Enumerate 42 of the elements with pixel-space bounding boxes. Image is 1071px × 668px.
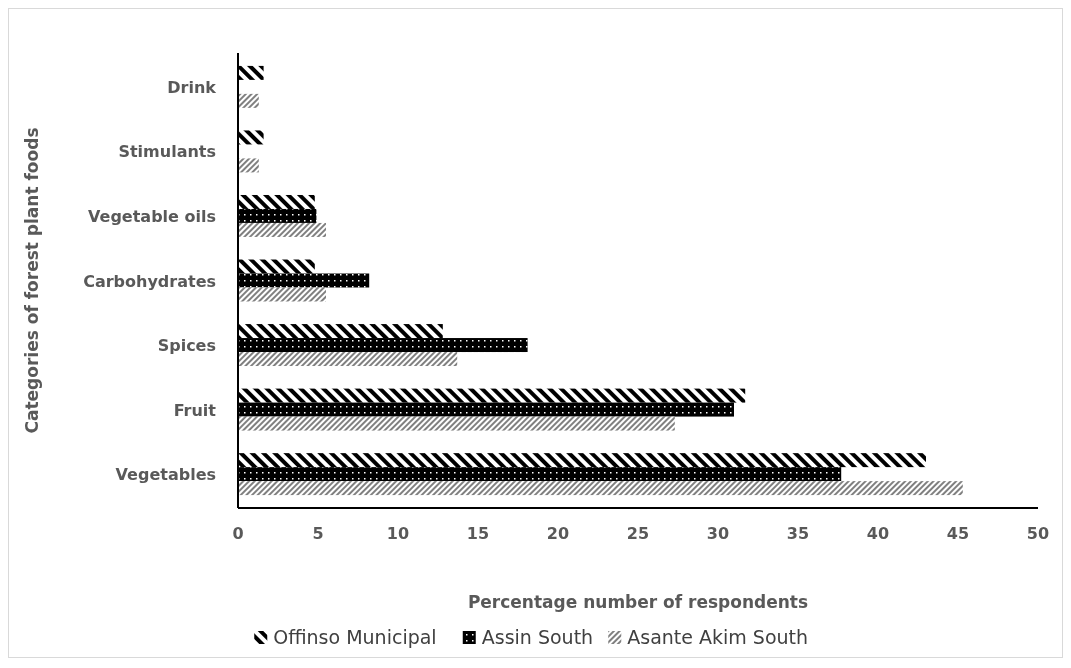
- x-tick-label: 35: [786, 524, 810, 543]
- bar: [238, 130, 264, 145]
- x-axis-title: Percentage number of respondents: [467, 592, 809, 612]
- bar: [238, 402, 734, 417]
- x-tick-label: 30: [706, 524, 730, 543]
- x-tick-label: 25: [626, 524, 650, 543]
- y-tick-label: Fruit: [173, 400, 217, 420]
- x-tick-label: 0: [232, 524, 244, 543]
- bar: [238, 352, 458, 367]
- bar: [238, 416, 675, 431]
- bar: [238, 65, 264, 80]
- x-tick-label: 45: [946, 524, 970, 543]
- bar: [238, 222, 326, 237]
- bar: [238, 273, 370, 288]
- y-tick-label: Vegetable oils: [88, 206, 216, 226]
- y-tick-label: Drink: [167, 77, 217, 97]
- y-tick-label: Carbohydrates: [83, 271, 216, 291]
- bar: [238, 338, 528, 353]
- bar: [238, 453, 926, 468]
- bar: [238, 93, 259, 108]
- legend-label: Offinso Municipal: [273, 626, 437, 648]
- x-tick-label: 40: [866, 524, 890, 543]
- bar: [238, 287, 326, 302]
- bar: [238, 324, 443, 339]
- x-tick-label: 10: [386, 524, 410, 543]
- x-tick-label: 50: [1026, 524, 1050, 543]
- bar: [238, 158, 259, 173]
- y-axis-title: Categories of forest plant foods: [22, 127, 42, 434]
- legend-label: Asante Akim South: [627, 626, 809, 648]
- x-tick-label: 20: [546, 524, 570, 543]
- x-tick-label: 15: [466, 524, 490, 543]
- bar: [238, 481, 963, 496]
- bar: [238, 208, 317, 223]
- bar: [238, 467, 842, 482]
- y-tick-label: Stimulants: [118, 142, 216, 162]
- bar: [238, 194, 315, 209]
- bar: [238, 388, 746, 403]
- y-tick-label: Spices: [157, 336, 216, 356]
- bar: [238, 259, 315, 274]
- x-tick-label: 5: [312, 524, 324, 543]
- legend-label: Assin South: [481, 626, 594, 648]
- y-tick-label: Vegetables: [115, 465, 216, 485]
